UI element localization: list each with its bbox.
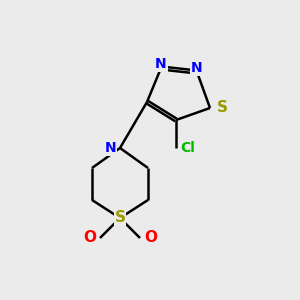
Text: N: N (104, 141, 116, 155)
Text: O: O (144, 230, 157, 245)
Text: N: N (155, 57, 167, 71)
Text: S: S (115, 211, 125, 226)
Text: Cl: Cl (180, 141, 195, 155)
Text: S: S (217, 100, 228, 116)
Text: O: O (83, 230, 96, 245)
Text: N: N (191, 61, 203, 75)
